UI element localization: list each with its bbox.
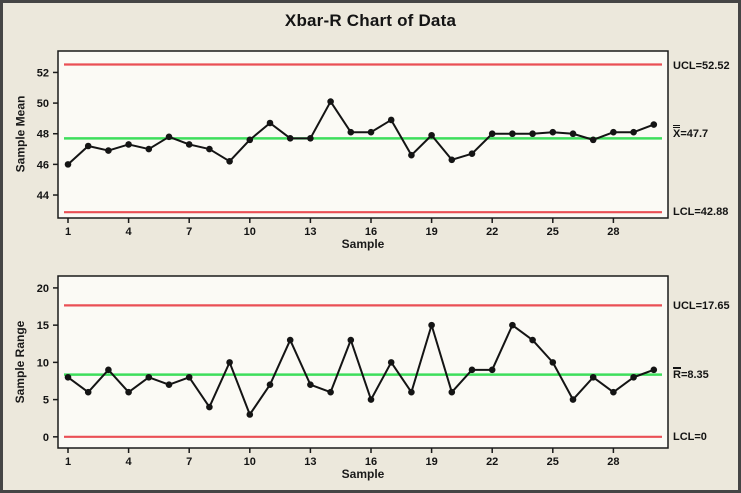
xbar-centerline-label: X=47.7	[673, 125, 708, 141]
range-chart-point	[509, 321, 516, 329]
range-chart-point	[387, 359, 395, 366]
range-chart-point	[589, 373, 597, 381]
xbar-chart-point	[488, 130, 496, 138]
chart-title: Xbar-R Chart of Data	[284, 11, 457, 30]
xbar-chart-point	[206, 145, 213, 153]
xbar-chart-point	[408, 151, 415, 159]
range-chart-point	[226, 359, 233, 366]
xbar-chart-point	[84, 142, 92, 150]
range-chart-point	[286, 336, 294, 344]
xbar-chart-point	[105, 147, 112, 154]
range-chart-point	[307, 381, 314, 389]
range-chart-point	[367, 396, 375, 403]
xbar-chart-point	[650, 121, 658, 128]
xbar-chart-series-line	[67, 100, 655, 166]
range-chart-plot-area	[57, 275, 669, 449]
xbar-chart-point	[266, 119, 274, 127]
range-chart-point	[105, 366, 112, 374]
y-tick-label: 46	[37, 159, 49, 171]
xbar-chart-point	[185, 141, 193, 148]
y-tick-label: 20	[37, 283, 49, 295]
xbar-chart-point	[125, 141, 132, 148]
xbar-chart-point	[145, 145, 153, 153]
range-chart-point	[145, 373, 153, 381]
range-chart-point	[327, 388, 334, 396]
y-tick-label: 15	[37, 320, 49, 332]
xbar-chart-plot-area	[57, 50, 669, 219]
xbar-chart-point	[64, 161, 72, 168]
xbar-chart-point	[589, 136, 597, 144]
xbar-chart-point	[387, 116, 395, 124]
xbar-chart-point	[569, 130, 577, 138]
xbar-chart-point	[347, 128, 355, 136]
range-chart-point	[64, 373, 72, 381]
xbar-chart-point	[226, 158, 233, 165]
range-chart-point	[246, 411, 254, 418]
xbar-chart-point	[549, 128, 557, 136]
xbar-chart-point	[529, 130, 536, 138]
range-chart-point	[185, 373, 193, 381]
rbar-symbol: R	[673, 367, 681, 381]
xbar-centerline-value: =47.7	[680, 128, 709, 140]
range-lcl-label: LCL=0	[673, 431, 707, 443]
range-ucl-label: UCL=17.65	[673, 300, 730, 312]
range-chart-point	[488, 366, 496, 374]
range-x-axis-title: Sample	[341, 467, 385, 481]
y-tick-label: 48	[37, 129, 49, 141]
range-chart-point	[206, 403, 213, 411]
xbar-x-axis-title: Sample	[341, 237, 385, 251]
range-chart-point	[347, 336, 355, 344]
xbar-chart-point	[610, 128, 617, 136]
xbar-chart-point	[246, 136, 254, 144]
range-chart-point	[84, 388, 92, 396]
range-chart-series-line	[67, 324, 655, 416]
xbar-chart-point	[165, 133, 173, 141]
range-chart-point	[468, 366, 476, 374]
xbar-chart-point	[448, 156, 456, 164]
range-y-axis-title: Sample Range	[13, 320, 27, 404]
xbar-chart-point	[468, 150, 476, 157]
xbar-chart-point	[509, 130, 516, 138]
y-tick-label: 52	[37, 67, 49, 79]
xbar-lcl-label: LCL=42.88	[673, 206, 729, 218]
y-tick-label: 0	[43, 432, 49, 444]
range-chart-point	[428, 321, 435, 329]
range-chart-point	[630, 373, 637, 381]
xbar-chart-point	[286, 135, 294, 142]
xbar-chart-point	[327, 98, 334, 105]
range-chart-point	[549, 359, 557, 366]
range-chart-point	[529, 336, 536, 344]
range-chart-point	[408, 388, 415, 396]
range-centerline-label: R=8.35	[673, 367, 709, 382]
y-tick-label: 50	[37, 98, 49, 110]
xbar-y-axis-title: Sample Mean	[13, 95, 28, 173]
range-chart-point	[610, 388, 617, 396]
xbar-ucl-label: UCL=52.52	[673, 60, 730, 72]
xbar-doublebar-symbol: X	[673, 125, 681, 141]
xbar-chart-point	[367, 128, 375, 136]
range-chart-point	[569, 396, 577, 403]
range-chart-point	[266, 381, 274, 389]
y-tick-label: 44	[37, 190, 50, 202]
xbar-chart-point	[428, 131, 435, 139]
range-chart-point	[448, 388, 456, 396]
xbar-chart-point	[307, 135, 314, 142]
range-centerline-value: =8.35	[680, 369, 709, 381]
xbar-chart-point	[630, 128, 637, 136]
range-chart-point	[125, 388, 132, 396]
range-chart-point	[650, 366, 658, 374]
y-tick-label: 10	[37, 357, 49, 369]
range-chart-point	[165, 381, 173, 389]
y-tick-label: 5	[43, 395, 49, 407]
